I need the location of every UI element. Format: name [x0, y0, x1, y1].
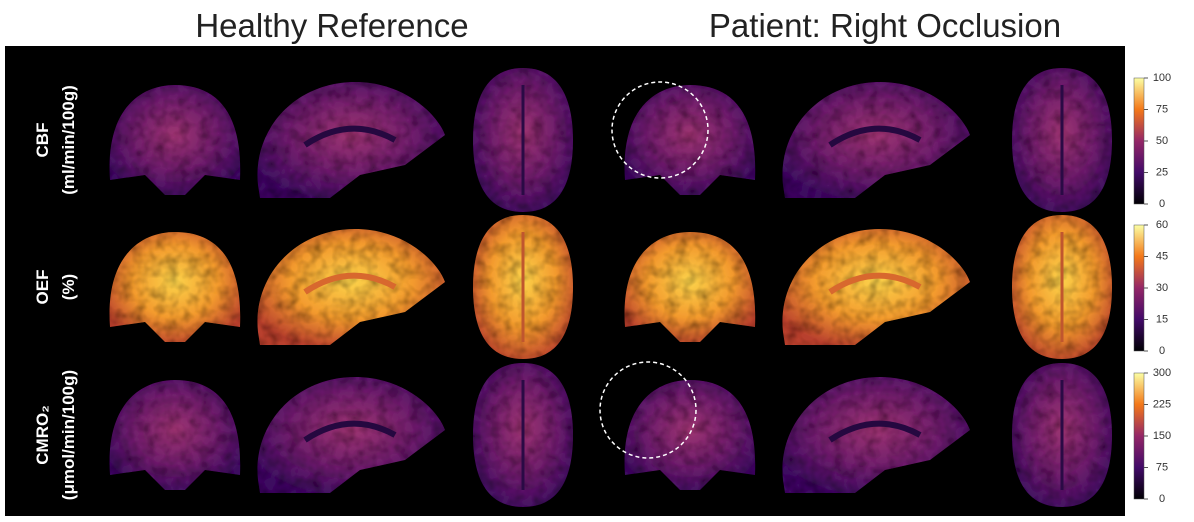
colorbar-tick-label: 75 — [1156, 461, 1168, 473]
brain-slice — [624, 380, 756, 490]
colorbar-tick-label: 300 — [1153, 367, 1171, 379]
row-label: OEF — [33, 270, 52, 305]
brain-slice — [624, 85, 756, 195]
brain-slice — [257, 377, 445, 493]
ventricle — [303, 125, 397, 148]
colorbar — [1133, 77, 1145, 205]
colorbar — [1133, 372, 1145, 500]
colorbar-tick-label: 0 — [1159, 493, 1165, 505]
row-unit: (ml/min/100g) — [59, 85, 78, 195]
colorbar-tick-label: 0 — [1159, 345, 1165, 357]
colorbar-tick-label: 60 — [1156, 219, 1168, 231]
colorbar-tick-label: 25 — [1156, 166, 1168, 178]
colorbar-tick-label: 15 — [1156, 313, 1168, 325]
ventricle — [828, 125, 922, 148]
row-label: CMRO₂ — [33, 405, 52, 465]
colorbar-tick-label: 225 — [1153, 398, 1171, 410]
colorbar — [1133, 224, 1145, 352]
ventricle — [303, 420, 397, 443]
colorbar-tick-label: 0 — [1159, 198, 1165, 210]
colorbar-tick-label: 45 — [1156, 250, 1168, 262]
colorbar-tick-label: 150 — [1153, 430, 1171, 442]
ventricle — [303, 272, 397, 295]
row-label: CBF — [33, 123, 52, 158]
colorbar-tick-label: 100 — [1153, 72, 1171, 84]
occlusion-marker — [611, 81, 709, 179]
brain-slice — [782, 377, 970, 493]
brain-slice — [257, 229, 445, 345]
occlusion-marker — [599, 361, 697, 459]
brain-slice — [782, 82, 970, 198]
right-title: Patient: Right Occlusion — [709, 7, 1061, 44]
ventricle — [828, 272, 922, 295]
ventricle — [828, 420, 922, 443]
colorbar-tick-label: 30 — [1156, 282, 1168, 294]
brain-slice — [109, 232, 241, 342]
row-unit: (μmol/min/100g) — [59, 370, 78, 500]
brain-slice — [109, 380, 241, 490]
colorbar-tick-label: 50 — [1156, 135, 1168, 147]
brain-slice — [782, 229, 970, 345]
brain-slice — [624, 232, 756, 342]
row-unit: (%) — [59, 274, 78, 300]
brain-slice — [257, 82, 445, 198]
brain-slice — [109, 85, 241, 195]
left-title: Healthy Reference — [195, 7, 468, 44]
colorbar-tick-label: 75 — [1156, 103, 1168, 115]
brain-images — [109, 68, 1112, 507]
